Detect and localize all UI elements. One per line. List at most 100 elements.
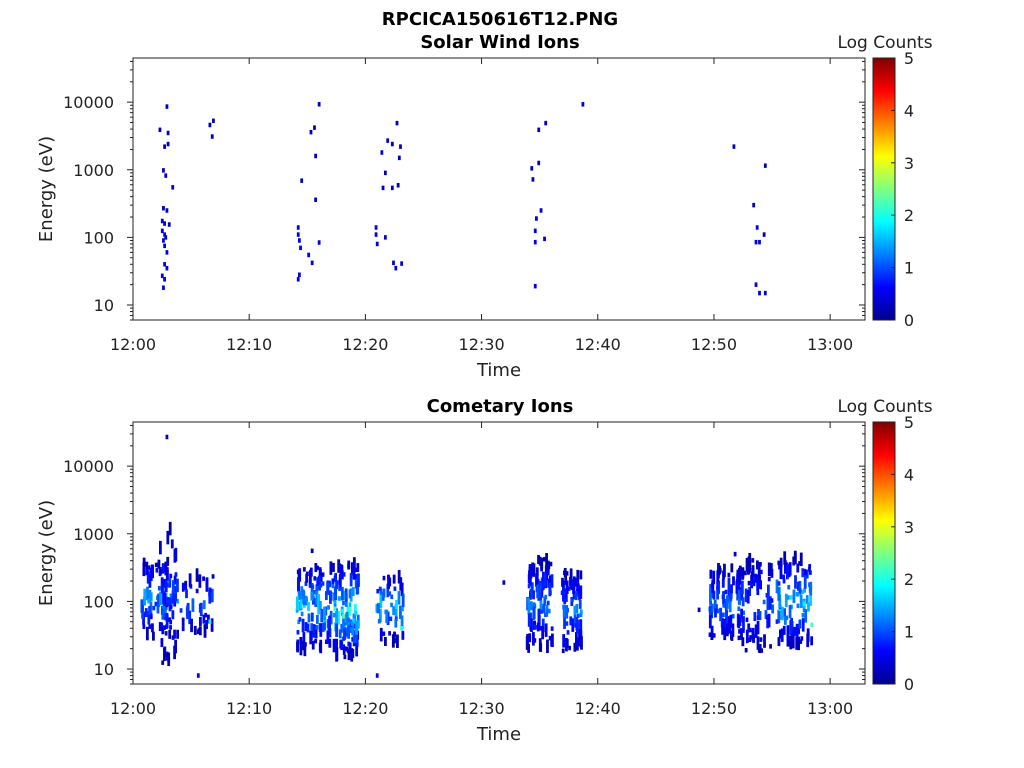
x-tick-label: 12:10 [226,335,272,354]
data-cell [801,618,805,632]
data-cell [388,631,391,636]
data-cell [334,572,338,582]
data-cell [529,626,533,631]
data-cell [722,570,725,580]
data-cell [350,562,354,576]
data-cell [351,621,355,636]
data-cell [753,612,757,622]
data-cell [528,566,532,576]
data-cell [321,622,325,632]
data-cell [166,556,170,566]
data-cell [579,630,583,635]
data-cell [161,660,165,665]
data-cell [357,573,360,587]
data-cell [797,628,800,633]
data-cell [561,648,565,654]
data-cell [536,584,540,599]
data-cell [169,604,173,610]
data-cell [354,604,357,614]
data-cell [399,605,402,620]
data-cell [801,612,805,618]
colorbar-tick-label: 3 [904,154,914,173]
data-cell [355,574,359,579]
data-cell [308,569,312,584]
data-cell [310,260,314,266]
data-cell [162,238,165,243]
data-cell [579,633,583,648]
data-cell [567,586,571,591]
data-cell [317,605,321,615]
data-cell [565,605,569,619]
data-cell [317,575,321,585]
data-cell [169,619,173,625]
data-cell [758,611,762,621]
data-cell [571,618,575,632]
data-cell [760,648,764,653]
data-cell [575,603,579,613]
data-cell [314,624,318,639]
colorbar-tick-label: 2 [904,570,914,589]
data-cell [342,645,346,655]
data-cell [171,610,175,620]
data-cell [296,639,300,645]
x-tick-label: 13:00 [807,335,853,354]
data-cell [318,567,322,577]
data-cell [148,624,152,629]
data-cell [168,617,171,622]
data-cell [725,595,729,609]
data-cell [299,245,302,251]
data-cell [730,563,734,573]
data-cell [147,565,151,570]
data-cell [351,637,355,642]
data-cell [799,594,803,608]
data-cell [167,652,171,667]
data-cell [355,642,359,657]
data-cell [757,608,760,618]
data-cell [345,611,349,626]
data-cell [792,589,796,604]
data-cell [337,563,341,568]
data-cell [721,578,725,588]
data-cell [313,125,316,130]
data-cell [786,625,790,639]
data-cell [527,600,531,615]
colorbar: 0 1 2 3 4 5 [872,413,914,694]
data-cell [802,601,806,607]
data-cell [548,582,552,597]
data-cell [737,614,741,629]
data-cell [711,579,715,594]
data-cell [576,619,579,634]
data-cell [302,590,306,604]
data-cell [547,564,551,570]
data-cell [163,243,166,249]
data-cell [160,622,164,627]
data-cell [759,637,763,642]
data-cell [163,592,167,607]
data-cell [386,138,390,143]
data-cell [386,583,390,598]
data-cell [763,634,766,648]
data-cell [562,634,566,648]
panel-title: Solar Wind Ions [420,32,579,53]
data-cell [540,559,544,569]
data-cell [723,618,727,628]
colorbar-tick-label: 5 [904,413,914,432]
data-cell [188,573,192,587]
data-cell [148,574,152,588]
data-cell [157,559,161,569]
data-cell [544,120,548,126]
data-cell [796,603,800,609]
data-cell [337,596,341,601]
data-cell [314,197,318,203]
data-cell [157,586,161,591]
data-cell [749,635,752,640]
data-cell [795,636,799,650]
data-cell [563,567,567,577]
data-cell [537,615,541,629]
data-cell [783,551,787,565]
data-cell [752,577,756,587]
data-cell [806,633,810,648]
data-cell [531,562,535,576]
data-cell [569,616,573,626]
x-tick-label: 12:30 [459,699,505,718]
